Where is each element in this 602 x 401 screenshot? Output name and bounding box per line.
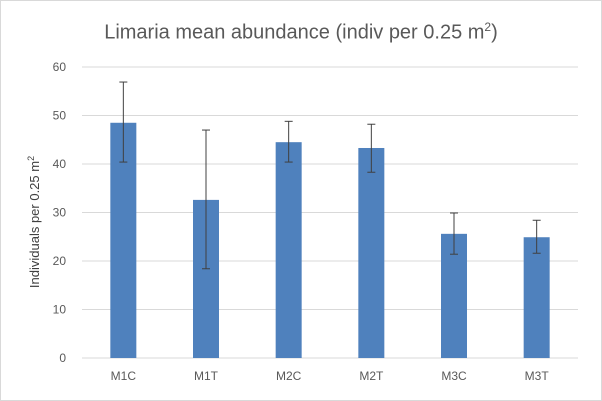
error-bar-m3c: [450, 212, 458, 255]
chart-title-suffix: ): [491, 21, 498, 44]
x-tick-label: M1T: [194, 369, 219, 383]
bar-m2t: [358, 147, 385, 358]
y-axis-title-superscript: 2: [26, 156, 36, 161]
x-tick-label: M3C: [441, 369, 467, 383]
error-bar-m1c: [119, 81, 128, 163]
y-tick-label: 0: [59, 351, 66, 365]
y-tick-label: 60: [53, 60, 67, 74]
y-tick-label: 40: [53, 157, 67, 171]
y-tick-labels: 0 10 20 30 40 50 60: [53, 60, 67, 365]
y-tick-label: 10: [53, 303, 67, 317]
x-tick-label: M1C: [111, 369, 137, 383]
x-tick-labels: M1C M1T M2C M2T M3C M3T: [111, 369, 550, 383]
bar-m2c: [275, 142, 302, 358]
error-bar-m3t: [532, 219, 541, 254]
y-tick-label: 50: [53, 109, 67, 123]
x-tick-label: M2T: [359, 369, 384, 383]
y-axis-title-text: Individuals per 0.25 m: [27, 161, 42, 288]
error-bars: [119, 81, 541, 270]
bars: [110, 122, 550, 359]
y-axis-title: Individuals per 0.25 m2: [26, 156, 42, 288]
chart-title: Limaria mean abundance (indiv per 0.25 m…: [0, 20, 602, 45]
chart-title-text: Limaria mean abundance (indiv per 0.25 m: [104, 21, 485, 44]
x-tick-label: M3T: [525, 369, 550, 383]
error-bar-m1t: [202, 129, 210, 270]
x-tick-label: M2C: [276, 369, 302, 383]
error-bar-m2c: [284, 120, 293, 163]
bar-m3t: [523, 237, 550, 358]
y-tick-label: 30: [53, 206, 67, 220]
error-bar-m2t: [367, 123, 376, 173]
y-tick-label: 20: [53, 254, 67, 268]
chart-title-superscript: 2: [484, 20, 492, 34]
gridlines: [82, 66, 578, 359]
